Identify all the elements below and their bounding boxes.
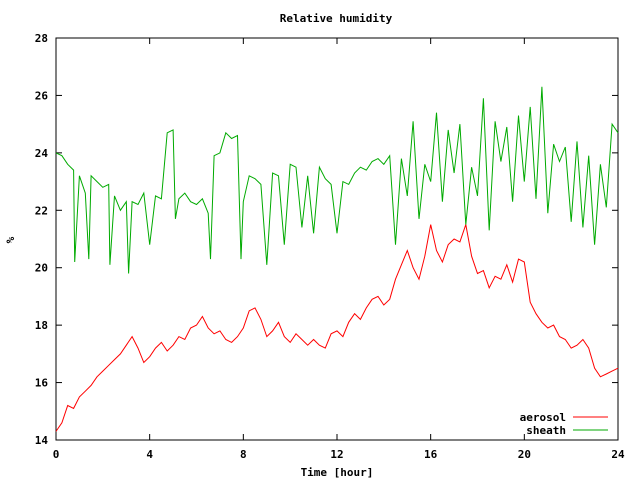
y-tick-label: 26	[35, 89, 49, 102]
y-axis-label: %	[4, 236, 17, 243]
x-tick-label: 24	[611, 448, 625, 461]
y-tick-label: 14	[35, 434, 49, 447]
legend-label-aerosol: aerosol	[520, 411, 566, 424]
chart-title: Relative humidity	[280, 12, 393, 25]
x-tick-label: 0	[53, 448, 60, 461]
y-tick-label: 18	[35, 319, 48, 332]
axis-ticks: 0 4 8 12 16 20 24 14 16 18 20 22 24 26 28	[35, 32, 625, 461]
y-tick-label: 28	[35, 32, 48, 45]
x-tick-label: 20	[518, 448, 531, 461]
series-line-sheath	[55, 86, 619, 274]
x-axis-label: Time [hour]	[301, 466, 374, 479]
y-tick-label: 20	[35, 262, 48, 275]
x-tick-label: 8	[240, 448, 247, 461]
x-tick-label: 16	[424, 448, 438, 461]
x-tick-label: 4	[146, 448, 153, 461]
y-tick-label: 16	[35, 377, 49, 390]
y-tick-label: 22	[35, 204, 48, 217]
x-tick-label: 12	[330, 448, 343, 461]
series-line-aerosol	[55, 222, 619, 432]
y-tick-label: 24	[35, 147, 49, 160]
plot-frame	[55, 37, 619, 441]
series-layer	[55, 86, 619, 432]
legend-label-sheath: sheath	[526, 424, 566, 437]
